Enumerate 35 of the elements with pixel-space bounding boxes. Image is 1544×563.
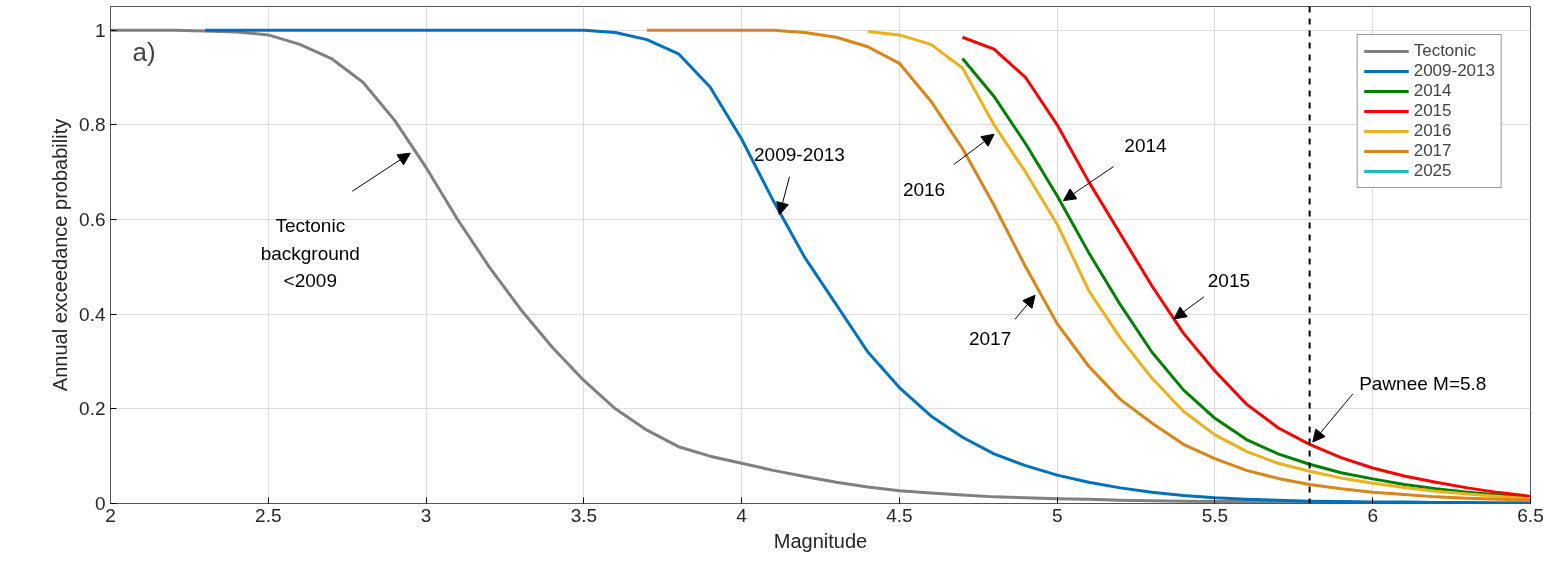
annotation: Pawnee M=5.8 (1359, 373, 1487, 395)
annotation: a) (132, 36, 156, 67)
annotation: 2015 (1207, 270, 1251, 292)
x-tick-label: 5.5 (1201, 504, 1229, 526)
legend-label: 2016 (1413, 121, 1452, 141)
x-tick-label: 2 (105, 504, 116, 526)
y-tick-label: 0.4 (79, 303, 106, 325)
x-tick-label: 2.5 (255, 504, 282, 526)
annotation: 2016 (902, 178, 946, 200)
y-tick-label: 0.2 (79, 398, 106, 420)
annotation: 2014 (1124, 135, 1168, 157)
x-tick-label: 3 (420, 504, 432, 526)
legend-label: 2015 (1413, 101, 1452, 121)
y-axis-title: Annual exceedance probability (49, 118, 72, 392)
line-series (866, 30, 1531, 501)
x-tick-label: 5 (1051, 504, 1063, 526)
legend-label: 2025 (1413, 161, 1452, 181)
legend-label: 2014 (1413, 81, 1452, 101)
x-tick-label: 4 (736, 504, 748, 526)
x-tick-label: 6.5 (1517, 504, 1544, 526)
annotation: 2017 (968, 327, 1012, 349)
y-tick-label: 0.8 (79, 114, 106, 136)
annotation: Tectonic background <2009 (260, 215, 360, 292)
y-tick-label: 0 (94, 493, 106, 514)
x-tick-label: 4.5 (886, 504, 913, 526)
legend-label: Tectonic (1413, 41, 1477, 61)
y-tick-label: 0.6 (79, 209, 106, 230)
legend-label: 2017 (1413, 141, 1452, 161)
x-tick-label: 6 (1367, 504, 1379, 526)
y-tick-label: 1 (94, 19, 106, 41)
line-series (645, 28, 1531, 502)
x-tick-label: 3.5 (570, 504, 598, 526)
legend-label: 2009-2013 (1413, 61, 1495, 81)
x-axis-title: Magnitude (773, 529, 868, 552)
annotation: 2009-2013 (754, 144, 845, 166)
